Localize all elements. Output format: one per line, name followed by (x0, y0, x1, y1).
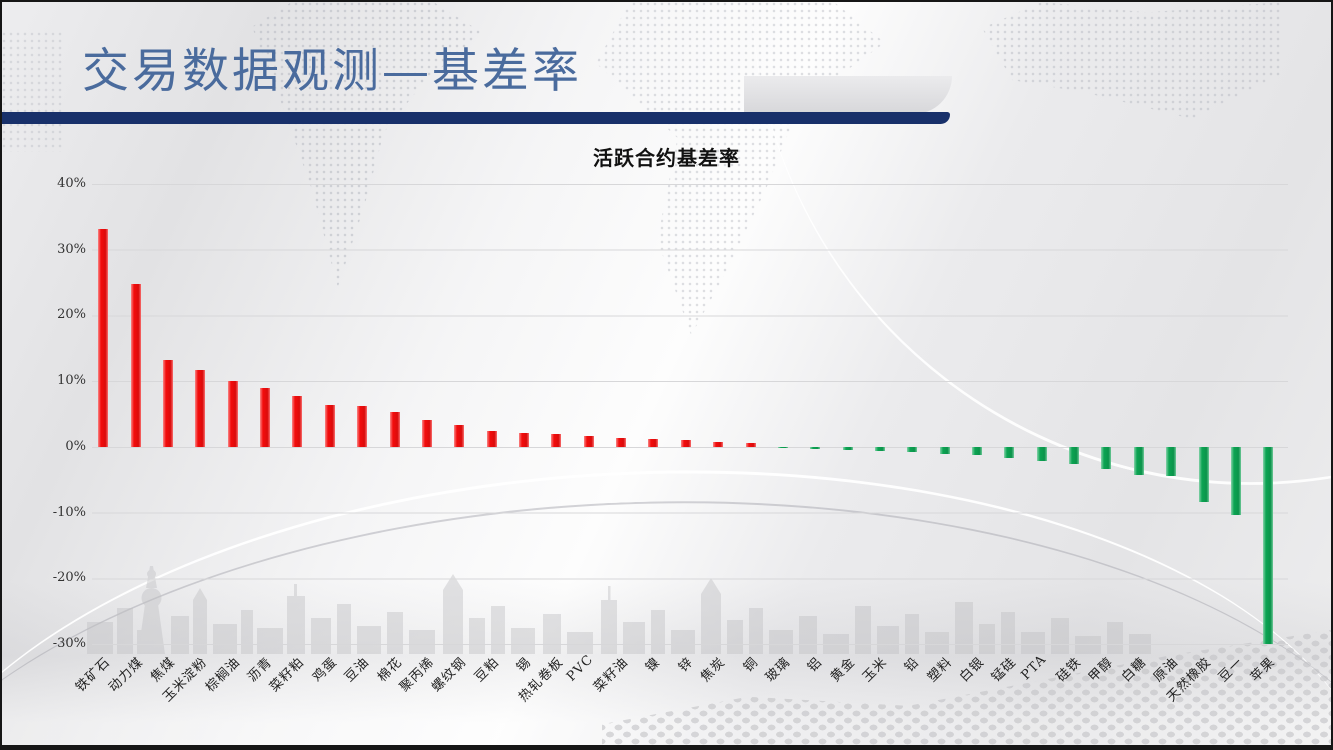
bar (292, 396, 303, 447)
bar (1036, 447, 1047, 461)
y-axis-tick: 0% (65, 438, 86, 454)
bar (745, 443, 756, 447)
chart-plot: 铁矿石 动力煤 焦煤 玉米淀粉 棕榈油 沥青 菜籽粕 鸡蛋 豆油 棉花 聚丙烯 螺纹钢 豆粕锡热轧卷板 P… (73, 184, 1288, 705)
bar (680, 440, 691, 447)
bar (357, 405, 368, 447)
bar (1166, 447, 1177, 476)
divider-cap-shape (744, 76, 952, 114)
bar (972, 447, 983, 455)
bar (260, 387, 271, 447)
bar (518, 432, 529, 447)
bar (486, 431, 497, 447)
bar (939, 447, 950, 454)
y-axis-tick: 30% (57, 241, 86, 257)
bar (713, 442, 724, 447)
bar (163, 360, 174, 447)
bar (842, 447, 853, 451)
bar (98, 228, 109, 447)
bar (1004, 447, 1015, 459)
y-axis-tick: -30% (52, 635, 86, 651)
bar (907, 447, 918, 453)
bar (195, 370, 206, 447)
y-axis-tick: 20% (57, 307, 86, 323)
world-map-dots-right (982, 2, 1282, 119)
bar (1198, 447, 1209, 502)
title-divider-bar (2, 112, 950, 124)
bar (583, 436, 594, 447)
bar (1230, 447, 1241, 515)
bar (648, 439, 659, 447)
bar (421, 420, 432, 447)
bar (551, 433, 562, 447)
chart-title: 活跃合约基差率 (593, 148, 740, 170)
bar (454, 424, 465, 447)
bar (227, 381, 238, 447)
y-axis-tick: -20% (52, 570, 86, 586)
bar (130, 284, 141, 447)
bar (324, 404, 335, 447)
y-axis-tick: -10% (52, 504, 86, 520)
y-axis-tick: 40% (57, 176, 86, 191)
bar (1263, 447, 1274, 645)
bar (616, 438, 627, 447)
bar (1133, 447, 1144, 475)
bar (1069, 447, 1080, 465)
page-title: 交易数据观测—基差率 (82, 44, 582, 99)
bar (777, 447, 788, 448)
bar (874, 447, 885, 451)
world-map-dots-edge (2, 32, 62, 152)
bar (389, 411, 400, 447)
y-axis-tick: 10% (57, 373, 86, 389)
bar (1101, 447, 1112, 470)
bar (810, 447, 821, 449)
